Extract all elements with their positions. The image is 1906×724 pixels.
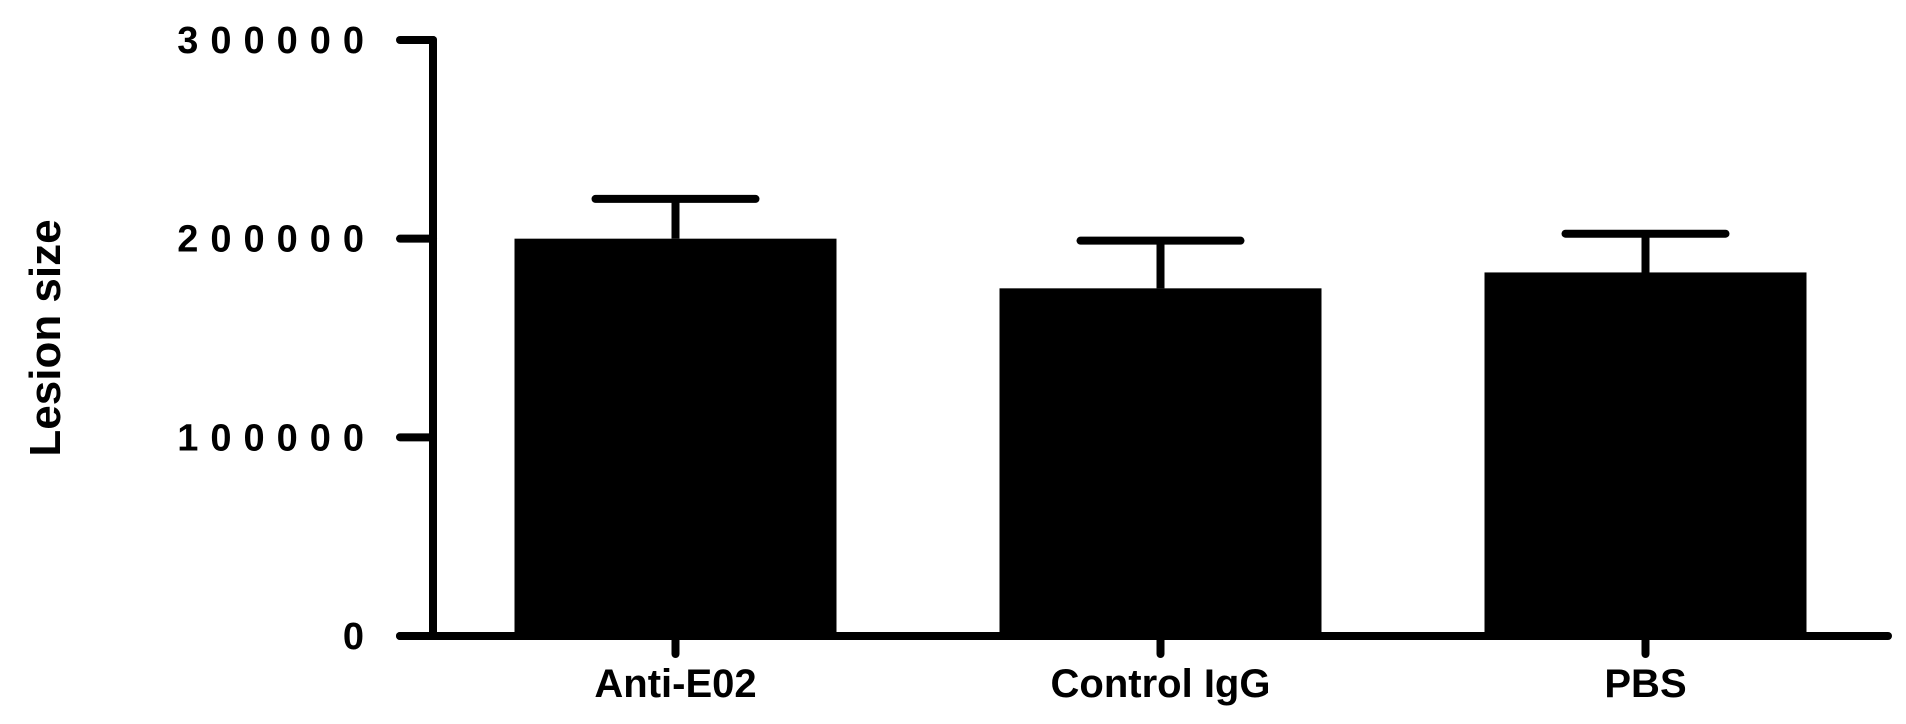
x-axis: Anti-E02 Control IgG PBS — [396, 632, 1892, 706]
x-tick-label-2: PBS — [1604, 662, 1686, 706]
y-tick-label-0: 0 — [343, 616, 376, 658]
bars — [514, 194, 1807, 636]
y-tick-label-3: 300000 — [177, 20, 376, 62]
y-axis: 0 100000 200000 300000 — [177, 20, 437, 658]
y-tick-label-1: 100000 — [177, 417, 376, 459]
x-tick-label-0: Anti-E02 — [594, 662, 756, 706]
y-axis-title: Lesion size — [21, 219, 70, 456]
bar-0 — [514, 238, 837, 636]
bar-1 — [999, 288, 1322, 636]
bar-2 — [1484, 272, 1807, 636]
x-tick-label-1: Control IgG — [1051, 662, 1271, 706]
y-tick-label-2: 200000 — [177, 219, 376, 261]
